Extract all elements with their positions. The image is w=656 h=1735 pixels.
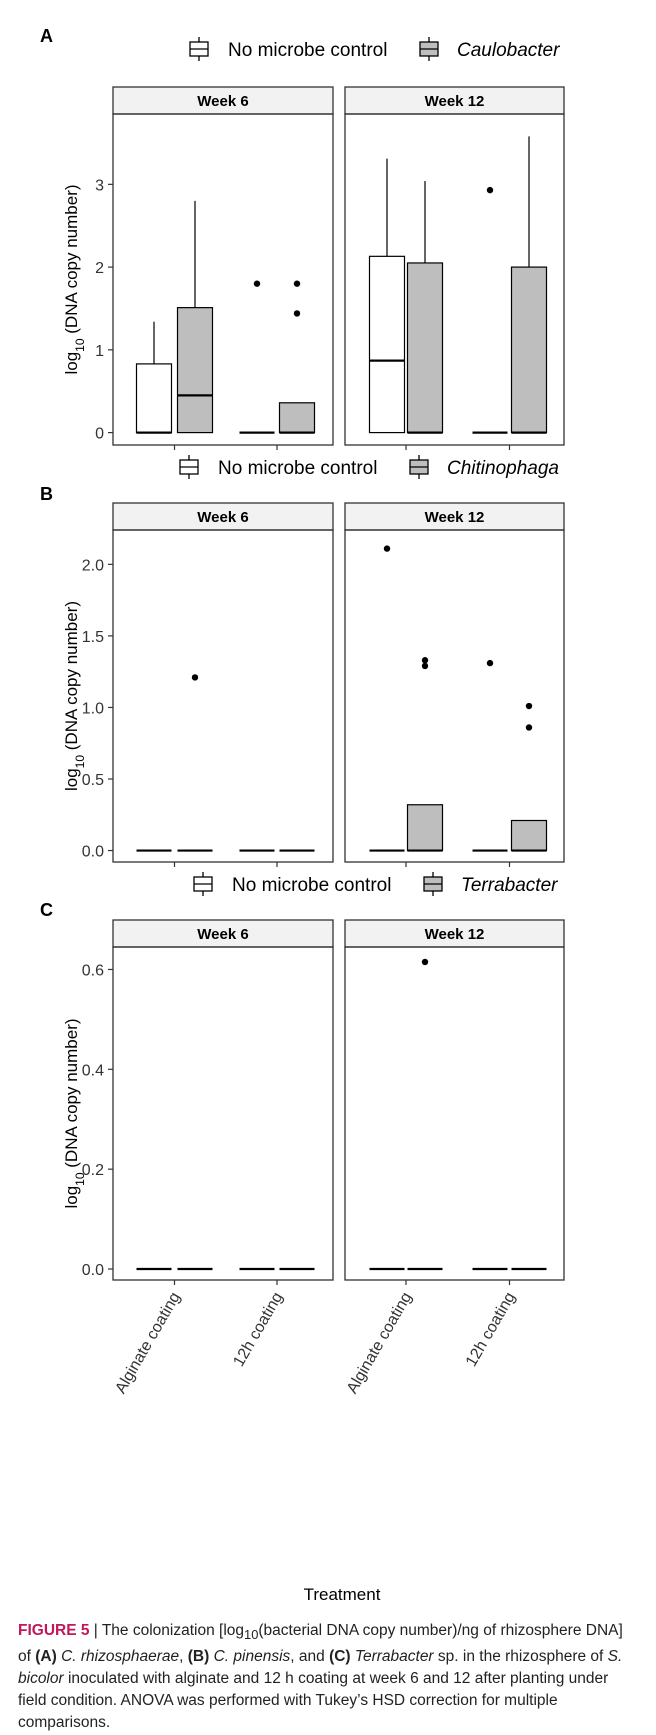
caption-fragment: 10	[244, 1627, 259, 1643]
panel-letter: B	[40, 484, 53, 504]
outlier-point	[421, 657, 429, 664]
facet-panel	[112, 946, 334, 1281]
x-tick-label: 12h coating	[463, 1290, 519, 1370]
outlier-point	[486, 186, 494, 194]
caption-fragment: C. rhizosphaerae	[61, 1648, 180, 1666]
box	[176, 307, 214, 434]
outlier-point	[293, 280, 301, 287]
y-axis-label: log10 (DNA copy number)	[62, 1018, 87, 1208]
box	[406, 262, 444, 434]
facet-label: Week 6	[197, 926, 248, 943]
y-tick-label: 0.0	[82, 844, 104, 861]
x-tick-label: 12h coating	[230, 1290, 286, 1370]
y-axis-label-part: (DNA copy number)	[62, 1018, 81, 1172]
legend-label: No microbe control	[228, 40, 387, 61]
caption-separator: |	[89, 1622, 102, 1639]
outlier-point	[253, 280, 261, 287]
facet-label: Week 6	[197, 509, 248, 526]
facet-label: Week 6	[197, 93, 248, 110]
legend-label: No microbe control	[218, 458, 377, 479]
y-axis-label: log10 (DNA copy number)	[62, 601, 87, 791]
caption-fragment: (C)	[329, 1648, 351, 1666]
outlier-point	[421, 662, 429, 670]
box	[406, 804, 444, 852]
y-axis-label-part: (DNA copy number)	[62, 601, 81, 755]
caption-fragment: C. pinensis	[213, 1648, 291, 1666]
outlier-point	[525, 724, 533, 731]
y-tick-label: 1.5	[82, 629, 104, 646]
legend-label: Terrabacter	[461, 875, 558, 896]
box	[510, 819, 548, 852]
y-tick-label: 0.2	[82, 1162, 104, 1179]
caption-fragment: (B)	[187, 1648, 210, 1666]
outlier-point	[383, 545, 391, 552]
outlier-point	[421, 958, 429, 966]
caption-fragment: ,	[179, 1648, 188, 1666]
facet-panel	[112, 113, 334, 446]
caption-fragment: S. bicolor	[18, 1648, 623, 1688]
y-tick-label: 2.0	[82, 557, 104, 574]
outlier-point	[191, 674, 199, 681]
y-tick-label: 0.0	[82, 1262, 104, 1279]
panel-letter: A	[40, 26, 53, 46]
y-tick-label: 0.6	[82, 962, 104, 979]
legend-label: No microbe control	[232, 875, 391, 896]
facet-strip	[344, 502, 565, 531]
y-axis-label-part: (DNA copy number)	[62, 184, 81, 338]
facet-label: Week 12	[425, 509, 485, 526]
caption-fragment: (A)	[35, 1648, 57, 1666]
box	[135, 363, 173, 434]
y-axis-label-subscript: 10	[73, 338, 87, 352]
legend-label: Chitinophaga	[447, 458, 559, 479]
outlier-point	[525, 702, 533, 710]
x-tick-label: Alginate coating	[112, 1290, 184, 1397]
caption-text: The colonization [log10(bacterial DNA co…	[18, 1622, 623, 1731]
facet-panel	[344, 529, 565, 863]
facet-panel	[344, 946, 565, 1281]
box	[278, 402, 316, 434]
y-tick-label: 1.0	[82, 700, 104, 717]
caption-fragment: sp. in the rhizosphere of	[433, 1648, 608, 1666]
panel-letter: C	[40, 900, 53, 920]
y-axis-label-part: log	[62, 1186, 81, 1209]
figure-caption: FIGURE 5 | The colonization [log10(bacte…	[18, 1620, 633, 1734]
y-tick-label: 0.4	[82, 1062, 104, 1079]
y-axis-label-part: log	[62, 768, 81, 791]
y-tick-label: 1	[95, 343, 104, 360]
facet-label: Week 12	[425, 926, 485, 943]
box	[510, 266, 548, 434]
outlier-point	[293, 310, 301, 317]
facet-strip	[344, 86, 565, 115]
legend-label: Caulobacter	[457, 40, 560, 61]
facet-panel	[112, 529, 334, 863]
caption-fragment: Terrabacter	[354, 1648, 434, 1666]
y-tick-label: 3	[95, 177, 104, 194]
caption-label: FIGURE 5	[18, 1622, 90, 1639]
y-axis-label-subscript: 10	[73, 1172, 87, 1186]
y-axis-label-part: log	[62, 352, 81, 375]
box	[368, 255, 406, 434]
x-tick-label: Alginate coating	[344, 1290, 416, 1397]
facet-panel	[344, 113, 565, 446]
y-tick-label: 2	[95, 260, 104, 277]
outlier-point	[486, 659, 494, 667]
y-axis-label: log10 (DNA copy number)	[62, 184, 87, 374]
y-axis-label-subscript: 10	[73, 755, 87, 769]
caption-fragment: , and	[290, 1648, 330, 1666]
x-axis-label: Treatment	[304, 1585, 381, 1604]
facet-strip	[344, 919, 565, 948]
facet-strip	[112, 502, 334, 531]
caption-fragment: The colonization [log	[101, 1622, 245, 1639]
caption-fragment: (bacterial DNA copy number)/ng of rhizos…	[18, 1622, 623, 1666]
y-tick-label: 0	[95, 426, 104, 443]
caption-fragment: inoculated with alginate and 12 h coatin…	[18, 1670, 609, 1732]
facet-label: Week 12	[425, 93, 485, 110]
y-tick-label: 0.5	[82, 772, 104, 789]
